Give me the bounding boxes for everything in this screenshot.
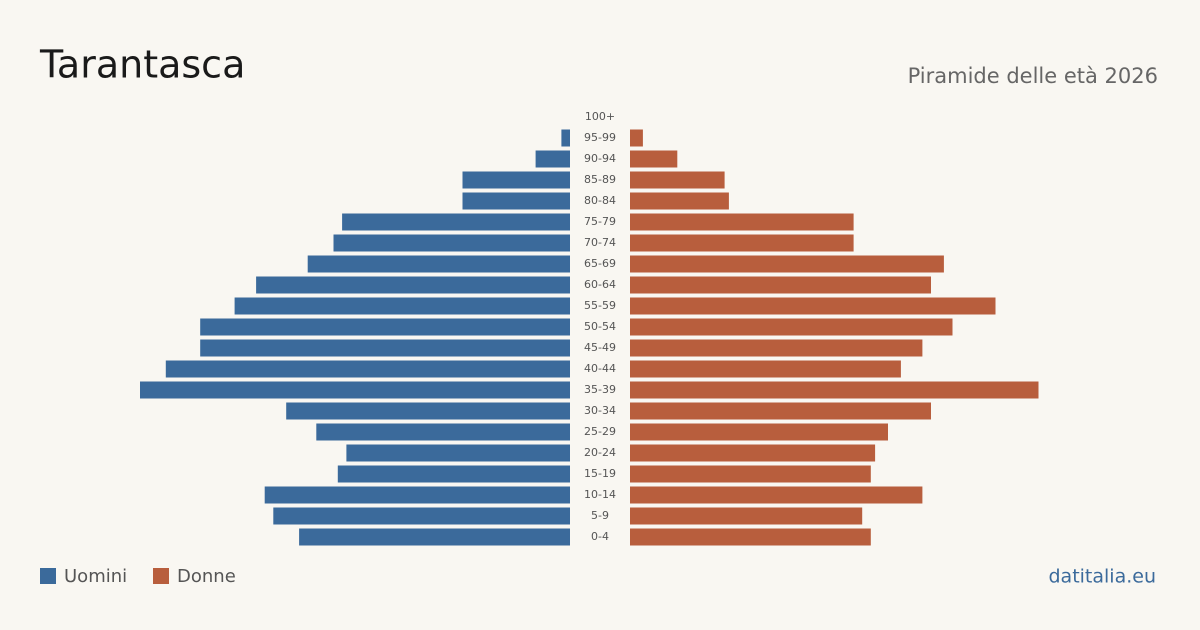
bar: [630, 486, 923, 504]
category-label: 0-4: [591, 530, 609, 543]
chart-subtitle: Piramide delle età 2026: [908, 64, 1158, 88]
category-label: 80-84: [584, 194, 616, 207]
bar: [561, 129, 570, 147]
category-label: 25-29: [584, 425, 616, 438]
chart-title: Tarantasca: [39, 43, 245, 87]
bar: [630, 528, 871, 546]
bar: [264, 486, 570, 504]
bar: [630, 402, 931, 420]
category-label: 10-14: [584, 488, 616, 501]
bar: [307, 255, 570, 273]
bar: [535, 150, 570, 168]
bar: [165, 360, 571, 378]
bar: [200, 318, 570, 336]
legend-swatch: [40, 568, 56, 584]
bar: [630, 192, 729, 210]
bar: [346, 444, 570, 462]
bar: [630, 150, 678, 168]
bar: [630, 171, 725, 189]
bar: [630, 465, 871, 483]
bar: [286, 402, 570, 420]
bar: [630, 507, 863, 525]
category-label: 35-39: [584, 383, 616, 396]
bar: [337, 465, 570, 483]
bar: [316, 423, 570, 441]
category-label: 20-24: [584, 446, 616, 459]
bar: [462, 171, 570, 189]
bar: [140, 381, 570, 399]
bar: [273, 507, 570, 525]
bar: [630, 276, 931, 294]
category-label: 60-64: [584, 278, 616, 291]
bar: [630, 129, 643, 147]
category-label: 95-99: [584, 131, 616, 144]
bar: [630, 213, 854, 231]
bar: [256, 276, 570, 294]
bar: [333, 234, 570, 252]
category-label: 15-19: [584, 467, 616, 480]
legend-label: Donne: [177, 566, 236, 587]
category-label: 85-89: [584, 173, 616, 186]
category-label: 50-54: [584, 320, 616, 333]
bar: [630, 234, 854, 252]
bar: [630, 255, 944, 273]
category-label: 70-74: [584, 236, 616, 249]
category-label: 100+: [585, 110, 615, 123]
bar: [630, 444, 876, 462]
category-label: 75-79: [584, 215, 616, 228]
category-label: 5-9: [591, 509, 609, 522]
category-label: 30-34: [584, 404, 616, 417]
bar: [630, 297, 996, 315]
bar: [462, 192, 570, 210]
bar: [234, 297, 570, 315]
category-label: 45-49: [584, 341, 616, 354]
legend-label: Uomini: [64, 566, 127, 587]
category-label: 55-59: [584, 299, 616, 312]
bar: [630, 423, 888, 441]
bar: [630, 381, 1039, 399]
legend-swatch: [153, 568, 169, 584]
bar: [630, 318, 953, 336]
bar: [630, 339, 923, 357]
bar: [200, 339, 570, 357]
category-label: 65-69: [584, 257, 616, 270]
bar: [299, 528, 570, 546]
category-label: 40-44: [584, 362, 616, 375]
bar: [342, 213, 570, 231]
source: datitalia.eu: [1049, 566, 1157, 588]
category-label: 90-94: [584, 152, 616, 165]
bar: [630, 360, 901, 378]
